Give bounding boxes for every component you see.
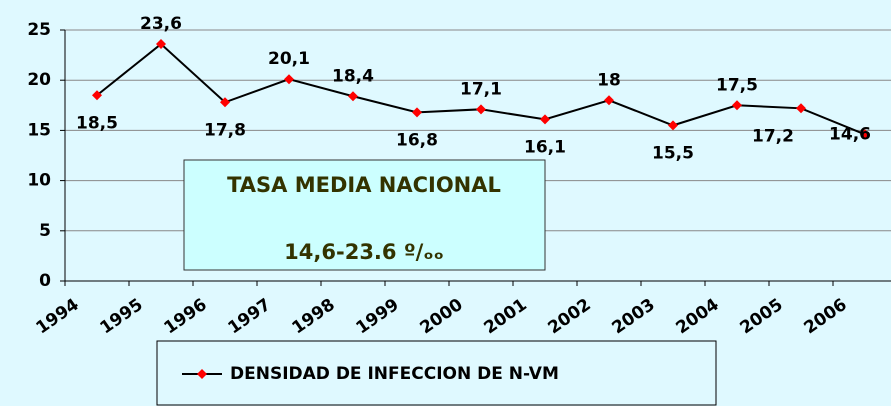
marker: [348, 91, 358, 102]
data-label: 18,4: [332, 66, 374, 86]
data-label: 15,5: [652, 143, 694, 163]
marker: [796, 103, 806, 114]
marker: [284, 74, 294, 85]
y-tick-label: 0: [39, 271, 51, 291]
marker: [412, 107, 422, 118]
annotation-text: 14,6-23.6 º/ₒₒ: [284, 240, 444, 264]
y-tick-label: 15: [27, 120, 51, 140]
data-label: 14,6: [829, 124, 871, 144]
data-label: 16,1: [524, 137, 566, 157]
data-label: 16,8: [396, 130, 438, 150]
data-label: 20,1: [268, 49, 310, 69]
y-tick-label: 25: [27, 20, 51, 40]
data-label: 23,6: [140, 14, 182, 34]
y-tick-label: 10: [27, 171, 51, 191]
marker: [476, 104, 486, 115]
marker: [668, 120, 678, 131]
data-label: 17,8: [204, 120, 246, 140]
annotation-box: [183, 159, 546, 271]
data-label: 18: [597, 70, 621, 90]
y-tick-label: 20: [27, 70, 51, 90]
marker: [220, 97, 230, 108]
legend-marker: [197, 369, 207, 379]
marker: [156, 39, 166, 50]
marker: [92, 90, 102, 101]
data-label: 17,1: [460, 79, 502, 99]
legend-box: [156, 340, 717, 406]
marker: [732, 100, 742, 111]
data-label: 17,2: [752, 126, 794, 146]
marker: [604, 95, 614, 106]
data-label: 17,5: [716, 75, 758, 95]
y-tick-label: 5: [39, 221, 51, 241]
marker: [860, 129, 870, 140]
marker: [540, 114, 550, 125]
annotation-title: TASA MEDIA NACIONAL: [227, 173, 501, 197]
legend-label: DENSIDAD DE INFECCION DE N-VM: [230, 364, 559, 384]
data-label: 18,5: [76, 113, 118, 133]
